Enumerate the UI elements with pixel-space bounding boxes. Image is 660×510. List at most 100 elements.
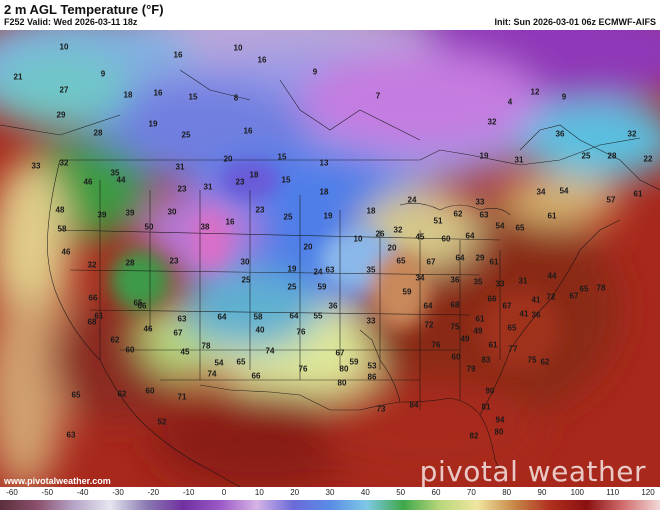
temp-label: 9 (312, 67, 318, 77)
valid-time: F252 Valid: Wed 2026-03-11 18z (4, 17, 138, 27)
temp-label: 35 (366, 265, 376, 275)
temp-label: 31 (203, 182, 213, 192)
temp-label: 36 (450, 275, 460, 285)
temp-label: 33 (475, 197, 485, 207)
temp-label: 49 (473, 326, 483, 336)
temp-label: 76 (298, 364, 308, 374)
temp-label: 30 (167, 207, 177, 217)
temp-label: 35 (473, 277, 483, 287)
temp-label: 25 (283, 212, 293, 222)
temp-label: 81 (481, 402, 491, 412)
colorbar-tick-label: 50 (396, 488, 406, 497)
temperature-field (0, 30, 660, 487)
temp-label: 94 (495, 415, 505, 425)
temp-label: 62 (453, 209, 463, 219)
temp-label: 67 (569, 291, 579, 301)
temp-label: 62 (110, 335, 120, 345)
temp-label: 55 (313, 311, 323, 321)
header: 2 m AGL Temperature (°F) F252 Valid: Wed… (0, 0, 660, 30)
colorbar-tick-label: -40 (76, 488, 89, 497)
temp-label: 63 (66, 430, 76, 440)
temp-label: 61 (475, 314, 485, 324)
temp-label: 41 (519, 309, 529, 319)
colorbar-ticks: -60 -50 -40 -30 -20 -10 0 10 20 30 40 50 60 70 80 90 100… (0, 487, 660, 499)
temp-label: 80 (337, 378, 347, 388)
temp-label: 9 (100, 69, 106, 79)
temp-label: 35 (110, 168, 120, 178)
temp-label: 19 (148, 119, 158, 129)
colorbar: -60 -50 -40 -30 -20 -10 0 10 20 30 40 50 60 70 80 90 100… (0, 487, 660, 510)
temp-label: 80 (339, 364, 349, 374)
temp-label: 16 (173, 50, 183, 60)
temp-label: 33 (31, 161, 41, 171)
temp-label: 23 (235, 177, 245, 187)
temp-label: 90 (485, 386, 495, 396)
temp-label: 61 (489, 257, 499, 267)
colorbar-tick-label: 60 (431, 488, 441, 497)
temp-label: 68 (87, 317, 97, 327)
colorbar-tick-label: 100 (570, 488, 585, 497)
temp-label: 77 (508, 344, 518, 354)
temp-label: 72 (546, 292, 556, 302)
temp-label: 28 (607, 151, 617, 161)
temp-label: 44 (547, 271, 557, 281)
temp-label: 65 (507, 323, 517, 333)
temp-label: 46 (61, 247, 71, 257)
temperature-map[interactable]: 10 16 10 16 9 9 21 27 18 16 15 8 7 4 12 9 29 28 19 25 16 32 32… (0, 30, 660, 487)
temp-label: 54 (495, 221, 505, 231)
temp-label: 10 (233, 43, 243, 53)
temp-label: 36 (531, 310, 541, 320)
temp-label: 65 (396, 256, 406, 266)
temp-label: 34 (415, 273, 425, 283)
colorbar-tick-label: 70 (466, 488, 476, 497)
temp-label: 67 (426, 257, 436, 267)
temp-label: 32 (393, 225, 403, 235)
temp-label: 34 (536, 187, 546, 197)
temp-label: 27 (59, 85, 69, 95)
temp-label: 53 (367, 361, 377, 371)
temp-label: 25 (241, 275, 251, 285)
temp-label: 66 (487, 294, 497, 304)
temp-label: 18 (366, 206, 376, 216)
temp-label: 66 (137, 301, 147, 311)
init-time: Init: Sun 2026-03-01 06z ECMWF-AIFS (494, 17, 656, 27)
temp-label: 51 (433, 216, 443, 226)
map-title: 2 m AGL Temperature (°F) (4, 2, 164, 17)
temp-label: 62 (540, 357, 550, 367)
temp-label: 59 (317, 282, 327, 292)
temp-label: 19 (323, 211, 333, 221)
temp-label: 49 (460, 334, 470, 344)
temp-label: 71 (177, 392, 187, 402)
site-url[interactable]: www.pivotalweather.com (4, 476, 111, 486)
temp-label: 63 (479, 210, 489, 220)
temp-label: 33 (495, 279, 505, 289)
temp-label: 78 (596, 283, 606, 293)
temp-label: 16 (225, 217, 235, 227)
temp-label: 79 (466, 364, 476, 374)
temp-label: 54 (214, 358, 224, 368)
temp-label: 66 (251, 371, 261, 381)
temp-label: 86 (367, 372, 377, 382)
temp-label: 60 (441, 234, 451, 244)
temp-label: 25 (287, 282, 297, 292)
temp-label: 60 (145, 386, 155, 396)
temp-label: 61 (94, 311, 104, 321)
temp-label: 23 (177, 184, 187, 194)
colorbar-tick-label: 40 (360, 488, 370, 497)
temp-label: 63 (177, 314, 187, 324)
colorbar-tick-label: 90 (537, 488, 547, 497)
colorbar-tick-label: -50 (41, 488, 54, 497)
temp-label: 59 (349, 357, 359, 367)
temp-label: 36 (555, 129, 565, 139)
temp-label: 32 (627, 129, 637, 139)
colorbar-tick-label: 20 (290, 488, 300, 497)
colorbar-gradient (0, 500, 660, 510)
temp-label: 18 (123, 90, 133, 100)
colorbar-tick-label: 80 (502, 488, 512, 497)
temp-label: 23 (255, 205, 265, 215)
temp-label: 64 (455, 253, 465, 263)
temp-label: 15 (281, 175, 291, 185)
temp-label: 82 (469, 431, 479, 441)
temp-label: 75 (527, 355, 537, 365)
temp-label: 46 (143, 324, 153, 334)
